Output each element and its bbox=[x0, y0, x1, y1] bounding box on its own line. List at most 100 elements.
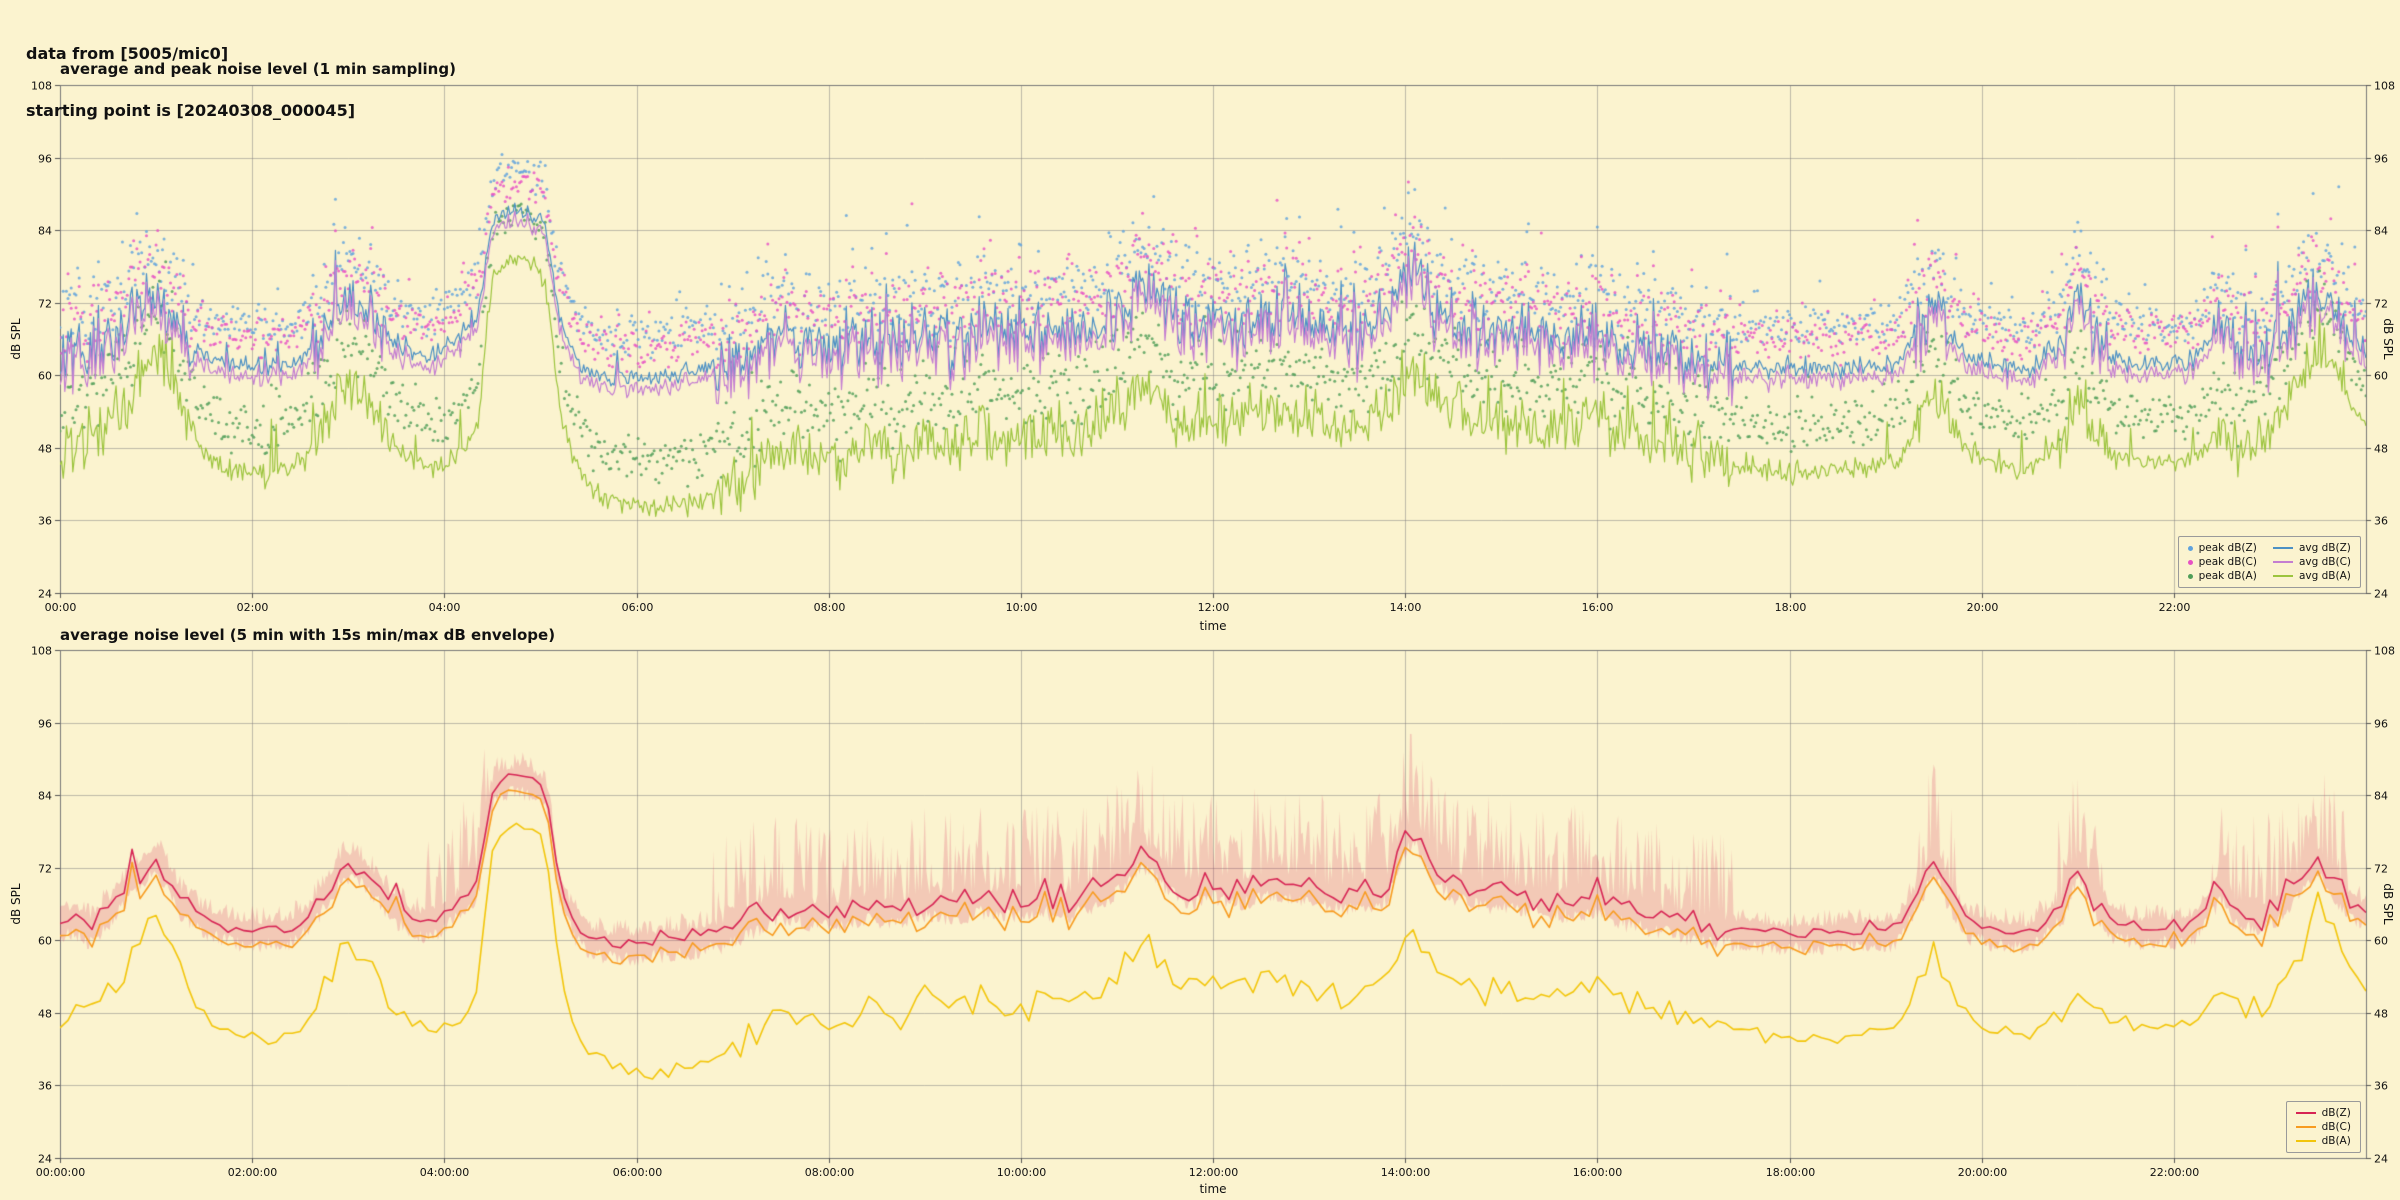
x-tick-label: 10:00 bbox=[1005, 601, 1038, 614]
dbz-line-icon bbox=[2295, 1112, 2316, 1114]
y-tick-label-right: 84 bbox=[2374, 789, 2388, 802]
y-tick-label-right: 60 bbox=[2374, 934, 2388, 947]
legend-item-peak-dbc: peak dB(C) bbox=[2187, 555, 2257, 569]
y-tick-label: 108 bbox=[31, 79, 52, 92]
x-tick-label: 12:00 bbox=[1197, 601, 1230, 614]
chart1-legend-col-peaks: peak dB(Z) peak dB(C) peak dB(A) bbox=[2187, 541, 2257, 583]
y-tick-label-right: 24 bbox=[2374, 1152, 2388, 1165]
avg-dba-line-icon bbox=[2272, 575, 2293, 577]
chart2-legend-col: dB(Z) dB(C) dB(A) bbox=[2295, 1106, 2351, 1148]
y-tick-label-right: 24 bbox=[2374, 587, 2388, 600]
x-tick-label: 08:00 bbox=[813, 601, 846, 614]
y-tick-label-right: 72 bbox=[2374, 297, 2388, 310]
y-tick-label-right: 48 bbox=[2374, 1007, 2388, 1020]
x-tick-label: 04:00:00 bbox=[419, 1166, 470, 1179]
chart2-title: average noise level (5 min with 15s min/… bbox=[60, 626, 556, 644]
chart2-ylabel-right: dB SPL bbox=[2381, 883, 2395, 925]
dba-line-icon bbox=[2295, 1140, 2316, 1142]
x-tick-label: 22:00 bbox=[2158, 601, 2191, 614]
x-tick-label: 14:00:00 bbox=[1380, 1166, 1431, 1179]
x-tick-label: 16:00:00 bbox=[1572, 1166, 1623, 1179]
x-tick-label: 18:00 bbox=[1774, 601, 1807, 614]
legend-item-peak-dba: peak dB(A) bbox=[2187, 569, 2257, 583]
x-tick-label: 16:00 bbox=[1581, 601, 1614, 614]
peak-dbz-marker-icon bbox=[2187, 545, 2193, 551]
y-tick-label-right: 72 bbox=[2374, 862, 2388, 875]
x-tick-label: 06:00 bbox=[621, 601, 654, 614]
header-line2: starting point is [20240308_000045] bbox=[26, 101, 356, 120]
legend-label: dB(C) bbox=[2321, 1121, 2351, 1133]
legend-label: avg dB(Z) bbox=[2298, 542, 2351, 554]
x-tick-label: 10:00:00 bbox=[996, 1166, 1047, 1179]
legend-label: dB(A) bbox=[2321, 1135, 2351, 1147]
y-tick-label: 36 bbox=[38, 514, 52, 527]
y-tick-label: 48 bbox=[38, 1007, 52, 1020]
x-tick-label: 02:00 bbox=[236, 601, 269, 614]
chart2-legend: dB(Z) dB(C) dB(A) bbox=[2285, 1101, 2361, 1153]
y-tick-label-right: 108 bbox=[2374, 79, 2395, 92]
legend-label: peak dB(Z) bbox=[2198, 542, 2257, 554]
y-tick-label: 72 bbox=[38, 297, 52, 310]
y-tick-label-right: 96 bbox=[2374, 152, 2388, 165]
legend-item-peak-dbz: peak dB(Z) bbox=[2187, 541, 2257, 555]
y-tick-label: 108 bbox=[31, 644, 52, 657]
chart1-legend: peak dB(Z) peak dB(C) peak dB(A) avg dB(… bbox=[2177, 536, 2361, 588]
y-tick-label: 24 bbox=[38, 587, 52, 600]
y-tick-label: 24 bbox=[38, 1152, 52, 1165]
y-tick-label-right: 96 bbox=[2374, 717, 2388, 730]
legend-item-dbc: dB(C) bbox=[2295, 1120, 2351, 1134]
x-tick-label: 06:00:00 bbox=[612, 1166, 663, 1179]
y-tick-label: 96 bbox=[38, 717, 52, 730]
legend-item-avg-dbz: avg dB(Z) bbox=[2272, 541, 2351, 555]
legend-label: peak dB(C) bbox=[2198, 556, 2257, 568]
y-tick-label-right: 36 bbox=[2374, 1079, 2388, 1092]
x-tick-label: 18:00:00 bbox=[1765, 1166, 1816, 1179]
x-tick-label: 14:00 bbox=[1389, 601, 1422, 614]
y-tick-label: 48 bbox=[38, 442, 52, 455]
x-tick-label: 22:00:00 bbox=[2149, 1166, 2200, 1179]
x-tick-label: 02:00:00 bbox=[227, 1166, 278, 1179]
chart2-xlabel: time bbox=[1199, 1182, 1227, 1196]
y-tick-label-right: 36 bbox=[2374, 514, 2388, 527]
chart1-legend-col-avg: avg dB(Z) avg dB(C) avg dB(A) bbox=[2272, 541, 2351, 583]
y-tick-label: 72 bbox=[38, 862, 52, 875]
avg-dbz-line-icon bbox=[2272, 547, 2293, 549]
legend-label: dB(Z) bbox=[2321, 1107, 2351, 1119]
x-tick-label: 04:00 bbox=[428, 601, 461, 614]
x-tick-label: 12:00:00 bbox=[1188, 1166, 1239, 1179]
legend-item-dbz: dB(Z) bbox=[2295, 1106, 2351, 1120]
legend-item-avg-dbc: avg dB(C) bbox=[2272, 555, 2351, 569]
y-tick-label-right: 84 bbox=[2374, 224, 2388, 237]
x-tick-label: 20:00 bbox=[1966, 601, 1999, 614]
y-tick-label: 60 bbox=[38, 934, 52, 947]
chart2-ylabel-left: dB SPL bbox=[9, 883, 23, 925]
y-tick-label-right: 60 bbox=[2374, 369, 2388, 382]
legend-item-dba: dB(A) bbox=[2295, 1134, 2351, 1148]
legend-label: avg dB(A) bbox=[2298, 570, 2351, 582]
chart1-xlabel: time bbox=[1199, 619, 1227, 633]
header: data from [5005/mic0] starting point is … bbox=[26, 6, 355, 158]
y-tick-label: 84 bbox=[38, 224, 52, 237]
dbc-line-icon bbox=[2295, 1126, 2316, 1128]
x-tick-label: 00:00:00 bbox=[35, 1166, 86, 1179]
peak-dba-marker-icon bbox=[2187, 573, 2193, 579]
header-line1: data from [5005/mic0] bbox=[26, 44, 229, 63]
legend-item-avg-dba: avg dB(A) bbox=[2272, 569, 2351, 583]
peak-dbc-marker-icon bbox=[2187, 559, 2193, 565]
chart1-title: average and peak noise level (1 min samp… bbox=[60, 60, 456, 78]
x-tick-label: 08:00:00 bbox=[804, 1166, 855, 1179]
legend-label: peak dB(A) bbox=[2198, 570, 2257, 582]
y-tick-label: 84 bbox=[38, 789, 52, 802]
y-tick-label: 36 bbox=[38, 1079, 52, 1092]
y-tick-label-right: 108 bbox=[2374, 644, 2395, 657]
y-tick-label-right: 48 bbox=[2374, 442, 2388, 455]
y-tick-label: 96 bbox=[38, 152, 52, 165]
chart1-ylabel-right: dB SPL bbox=[2381, 318, 2395, 360]
chart1-ylabel-left: dB SPL bbox=[9, 318, 23, 360]
x-tick-label: 20:00:00 bbox=[1957, 1166, 2008, 1179]
legend-label: avg dB(C) bbox=[2298, 556, 2351, 568]
avg-dbc-line-icon bbox=[2272, 561, 2293, 563]
y-tick-label: 60 bbox=[38, 369, 52, 382]
